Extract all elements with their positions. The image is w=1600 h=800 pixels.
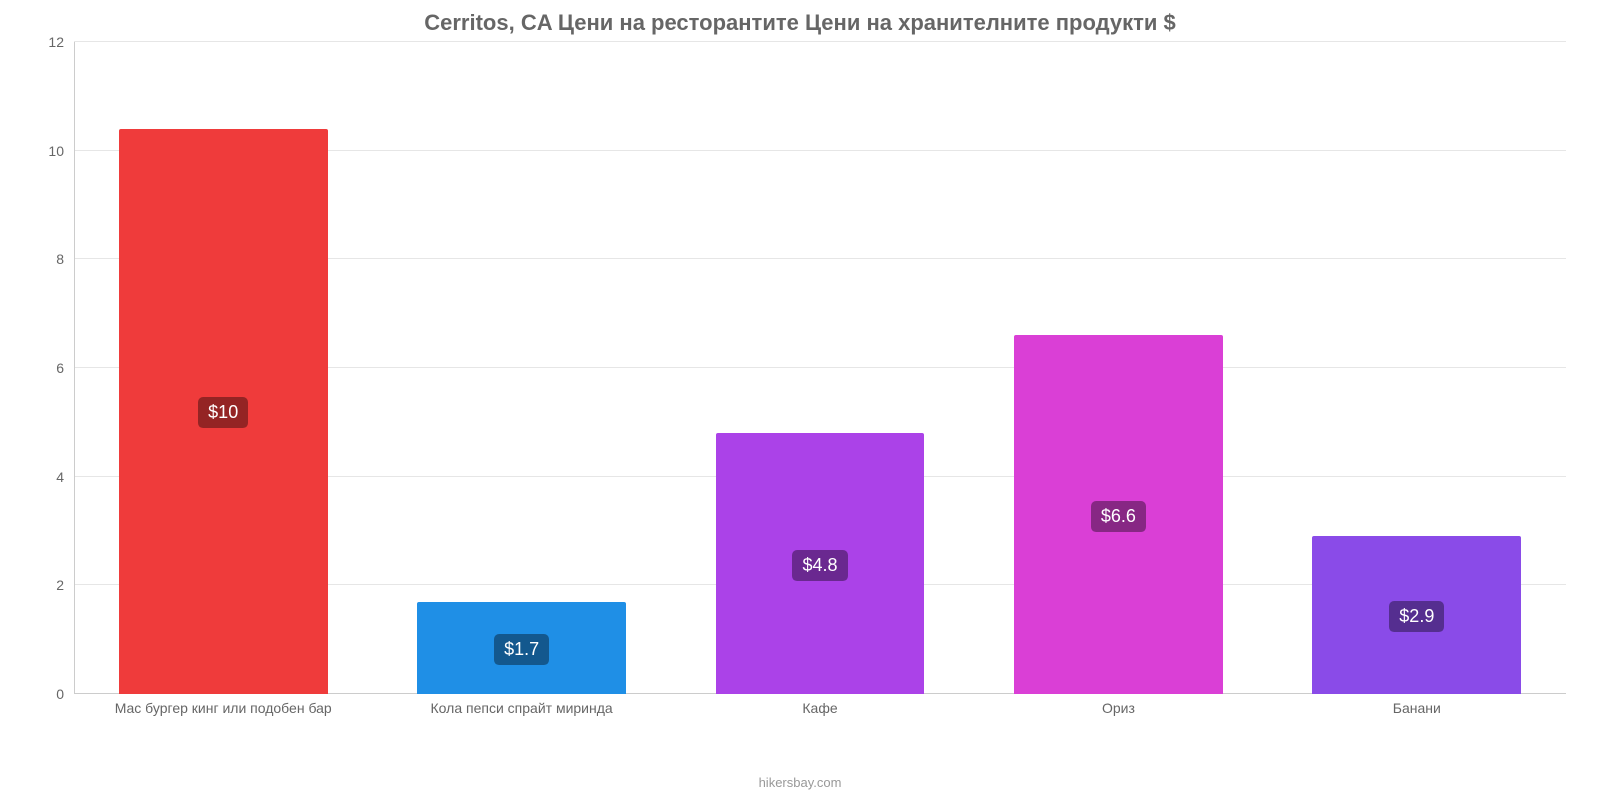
x-label: Кола пепси спрайт миринда bbox=[372, 696, 670, 722]
x-label: Банани bbox=[1268, 696, 1566, 722]
bar-value-label: $2.9 bbox=[1389, 601, 1444, 632]
bar-value-label: $6.6 bbox=[1091, 501, 1146, 532]
bar-slot: $2.9 bbox=[1268, 42, 1566, 694]
plot-area: 024681012 $10$1.7$4.8$6.6$2.9 Мас бургер… bbox=[30, 42, 1570, 722]
bar-value-label: $4.8 bbox=[792, 550, 847, 581]
bar-slot: $6.6 bbox=[969, 42, 1267, 694]
y-tick: 12 bbox=[48, 34, 64, 50]
bar: $6.6 bbox=[1014, 335, 1223, 694]
bar: $2.9 bbox=[1312, 536, 1521, 694]
bars-group: $10 $1.7 $4.8 $6.6 $2.9 bbox=[74, 42, 1566, 694]
y-axis: 024681012 bbox=[30, 42, 70, 694]
bar-slot: $4.8 bbox=[671, 42, 969, 694]
y-tick: 4 bbox=[56, 469, 64, 485]
y-tick: 0 bbox=[56, 686, 64, 702]
bar-value-label: $10 bbox=[198, 398, 248, 429]
y-tick: 8 bbox=[56, 251, 64, 267]
bar-slot: $1.7 bbox=[372, 42, 670, 694]
y-tick: 10 bbox=[48, 143, 64, 159]
x-label: Мас бургер кинг или подобен бар bbox=[74, 696, 372, 722]
x-label: Кафе bbox=[671, 696, 969, 722]
bar-slot: $10 bbox=[74, 42, 372, 694]
bar-value-label: $1.7 bbox=[494, 634, 549, 665]
bar: $10 bbox=[119, 129, 328, 694]
bar: $1.7 bbox=[417, 602, 626, 694]
y-tick: 6 bbox=[56, 360, 64, 376]
credit-text: hikersbay.com bbox=[0, 775, 1600, 790]
x-label: Ориз bbox=[969, 696, 1267, 722]
y-tick: 2 bbox=[56, 577, 64, 593]
bar: $4.8 bbox=[716, 433, 925, 694]
x-axis-labels: Мас бургер кинг или подобен барКола пепс… bbox=[74, 696, 1566, 722]
price-chart: Cerritos, CA Цени на ресторантите Цени н… bbox=[0, 0, 1600, 800]
chart-title: Cerritos, CA Цени на ресторантите Цени н… bbox=[30, 10, 1570, 36]
